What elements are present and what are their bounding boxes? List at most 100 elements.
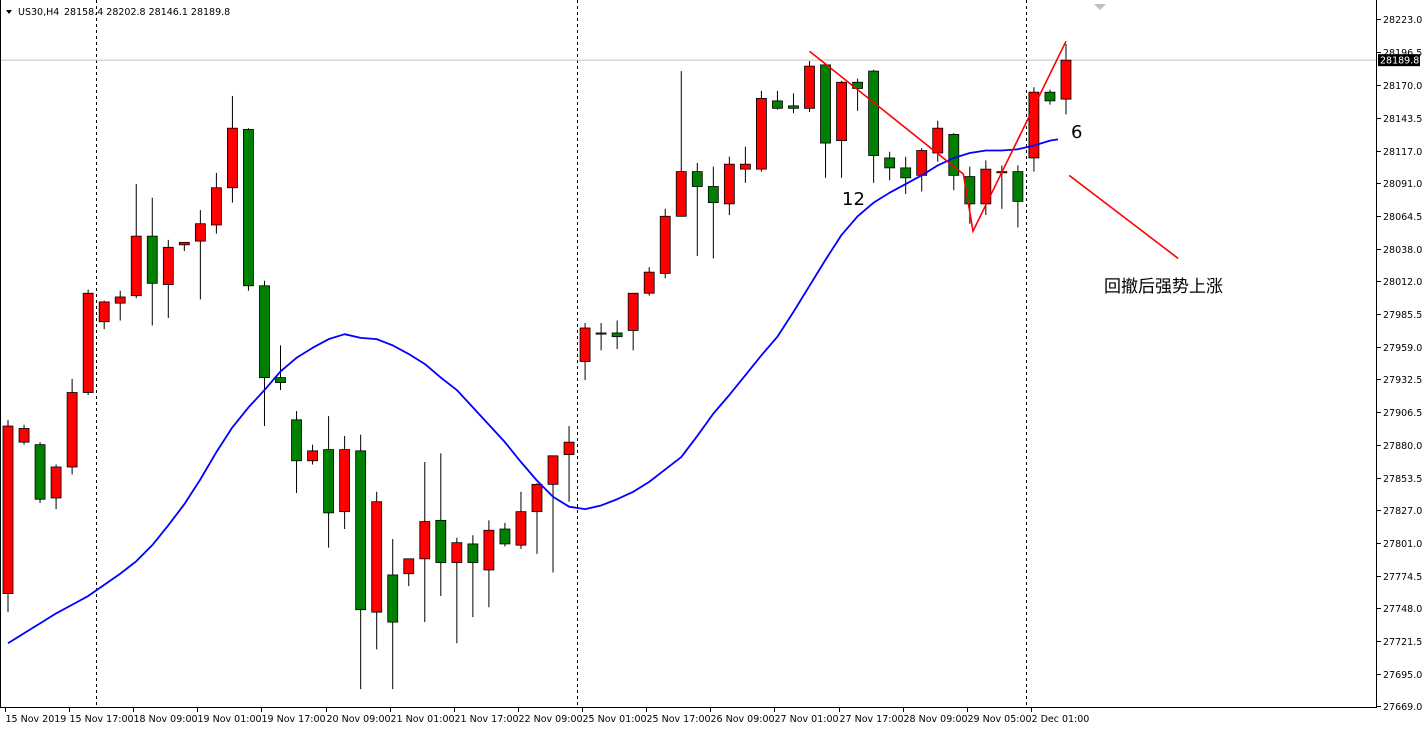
candle	[66, 378, 78, 475]
candle	[627, 292, 639, 351]
analysis-comment: 回撤后强势上涨	[1104, 277, 1223, 297]
candle	[723, 156, 735, 216]
candle	[114, 290, 126, 321]
candle-body	[98, 301, 110, 323]
candle	[98, 300, 110, 330]
price-tick-label: 27985.5	[1383, 310, 1422, 321]
price-tick-label: 27695.0	[1383, 670, 1422, 681]
candle-body	[403, 558, 415, 575]
candle	[772, 90, 783, 110]
candle	[50, 464, 62, 510]
candle	[403, 558, 415, 587]
current-price-tag: 28189.8	[1378, 54, 1420, 67]
candle	[659, 208, 671, 279]
candle-body	[627, 292, 639, 331]
price-tick-label: 28091.0	[1383, 179, 1422, 190]
candle-body	[194, 223, 206, 242]
candle-body	[210, 187, 222, 226]
candle-body	[50, 466, 62, 499]
candle-body	[435, 519, 447, 563]
candle	[948, 133, 960, 191]
candle-body	[1060, 59, 1072, 100]
candle-body	[723, 163, 735, 205]
candle	[259, 280, 270, 427]
candle-body	[1044, 91, 1056, 102]
candle	[1044, 89, 1056, 105]
price-tick-label: 27721.5	[1383, 637, 1422, 648]
candle-body	[595, 332, 607, 335]
candle-body	[547, 455, 559, 485]
time-tick-label: 21 Nov 17:00	[455, 714, 519, 725]
time-tick-label: 20 Nov 09:00	[327, 714, 391, 725]
candle	[1060, 44, 1072, 115]
candle-body	[707, 186, 719, 204]
candle	[499, 522, 511, 547]
candles	[2, 44, 1072, 690]
candle-body	[611, 332, 623, 338]
time-tick-label: 19 Nov 01:00	[198, 714, 262, 725]
candle	[82, 289, 94, 395]
chart-shift-marker-icon[interactable]	[1094, 4, 1106, 10]
candle	[339, 435, 351, 530]
candle	[804, 61, 815, 113]
candle	[275, 345, 286, 391]
price-tick-label: 27932.5	[1383, 375, 1422, 386]
candle-body	[884, 157, 896, 169]
candle-body	[964, 176, 976, 205]
candle	[467, 535, 479, 618]
wave-label-left: 12	[842, 189, 865, 210]
candle-body	[291, 419, 302, 462]
candle	[435, 453, 447, 597]
price-tick-label: 28012.0	[1383, 277, 1422, 288]
candle-body	[339, 449, 351, 513]
candle-body	[323, 449, 335, 514]
zigzag-pattern-line	[809, 40, 1067, 234]
candle-body	[387, 574, 399, 623]
candle	[788, 93, 799, 114]
price-tick-label: 28223.0	[1383, 15, 1422, 26]
candle	[691, 162, 703, 257]
candle-body	[772, 100, 783, 109]
candle-body	[804, 65, 815, 109]
candle-body	[756, 97, 767, 170]
time-axis: 15 Nov 2019 15 Nov 17:00 18 Nov 09:00 19 No…	[5, 707, 1090, 725]
candle	[371, 491, 383, 650]
price-axis: 28223.0 28196.5 28170.0 28143.5 28117.0 28091…	[1376, 15, 1422, 713]
candle	[419, 462, 431, 623]
candle-body	[162, 246, 174, 285]
candle-body	[2, 425, 14, 594]
candle	[227, 95, 238, 203]
candle	[563, 426, 575, 502]
price-tick-label: 28064.5	[1383, 212, 1422, 223]
price-tick-label: 27959.0	[1383, 343, 1422, 354]
candle-body	[691, 171, 703, 187]
projection-line	[1068, 174, 1179, 260]
candle-body	[675, 171, 687, 217]
price-tick-label: 27669.0	[1383, 702, 1422, 713]
candle	[323, 416, 335, 548]
price-tick-label: 28038.0	[1383, 245, 1422, 256]
price-tick-label: 27853.5	[1383, 474, 1422, 485]
candle-body	[114, 296, 126, 304]
candle-body	[1012, 171, 1024, 202]
candle	[2, 419, 14, 613]
candle-body	[178, 241, 190, 246]
candle-body	[836, 81, 847, 141]
price-tick-label: 27774.5	[1383, 572, 1422, 583]
candle	[643, 267, 655, 296]
time-tick-label: 19 Nov 17:00	[262, 714, 326, 725]
current-price-label: 28189.8	[1380, 56, 1419, 67]
candle-body	[900, 167, 912, 179]
symbol-timeframe: US30,H4	[18, 7, 59, 18]
chart-menu-arrow-icon[interactable]	[6, 10, 12, 14]
candle-body	[34, 444, 46, 500]
price-tick-label: 28143.5	[1383, 114, 1422, 125]
candle-body	[371, 501, 383, 613]
candle-body	[451, 542, 463, 563]
candle	[18, 424, 30, 445]
time-tick-label: 2 Dec 01:00	[1032, 714, 1090, 725]
time-tick-label: 15 Nov 17:00	[70, 714, 134, 725]
candle	[307, 444, 318, 465]
